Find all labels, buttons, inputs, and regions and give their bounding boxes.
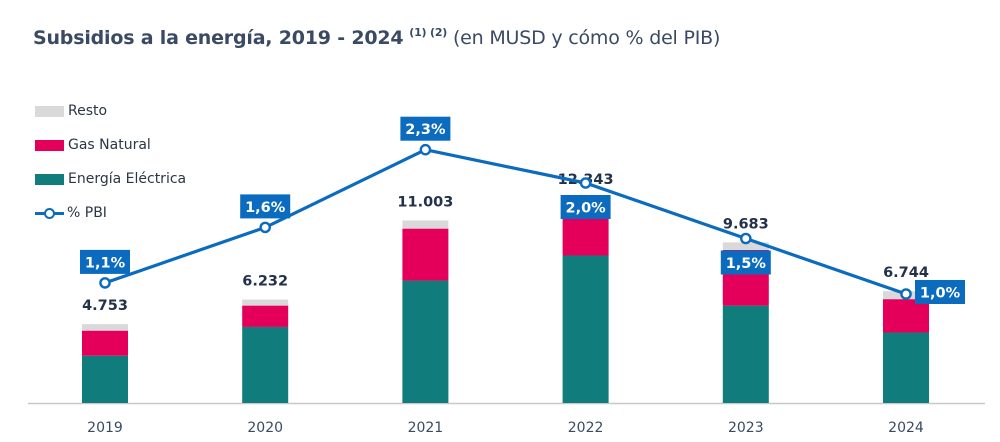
bar-electrica-2019 bbox=[82, 355, 128, 403]
legend-item-electrica: Energía Eléctrica bbox=[35, 162, 186, 196]
bar-resto-2019 bbox=[82, 324, 128, 331]
total-label-2020: 6.232 bbox=[242, 274, 288, 290]
pbi-point-2022 bbox=[579, 177, 592, 189]
pbi-label-2019: 1,1% bbox=[85, 255, 126, 271]
bar-electrica-2021 bbox=[402, 280, 449, 403]
total-label-2023: 9.683 bbox=[723, 216, 769, 232]
bar-gas-2021 bbox=[402, 228, 449, 281]
chart-subtitle: (en MUSD y cómo % del PIB) bbox=[452, 27, 721, 49]
pbi-label-box-2020 bbox=[240, 194, 291, 219]
bar-resto-2021 bbox=[402, 220, 449, 229]
legend-swatch-resto bbox=[35, 105, 64, 117]
pbi-point-2019 bbox=[99, 277, 111, 289]
pbi-point-2023 bbox=[740, 232, 752, 245]
pbi-point-2021 bbox=[419, 143, 432, 156]
chart-title-notes: (1) (2) bbox=[409, 26, 448, 39]
bar-resto-2023 bbox=[722, 242, 769, 250]
x-tick-label-2023: 2023 bbox=[728, 420, 764, 436]
bar-gas-2020 bbox=[242, 305, 289, 327]
pbi-label-2020: 1,6% bbox=[245, 200, 286, 216]
pbi-label-box-2022 bbox=[560, 195, 611, 219]
total-label-2019: 4.753 bbox=[82, 298, 128, 314]
pbi-line bbox=[104, 148, 907, 296]
legend-swatch-gas bbox=[35, 139, 64, 151]
x-tick-label-2021: 2021 bbox=[408, 420, 444, 436]
bar-resto-2020 bbox=[242, 299, 289, 306]
pbi-label-2023: 1,5% bbox=[726, 256, 767, 272]
legend-label-electrica: Energía Eléctrica bbox=[68, 171, 187, 187]
total-label-2024: 6.744 bbox=[883, 265, 929, 281]
pbi-label-2022: 2,0% bbox=[565, 201, 606, 217]
pbi-label-box-2024 bbox=[915, 280, 965, 304]
legend-label-resto: Resto bbox=[68, 103, 108, 119]
total-label-2021: 11.003 bbox=[397, 194, 453, 210]
legend-line-marker-icon bbox=[35, 206, 64, 220]
bar-electrica-2020 bbox=[242, 326, 289, 403]
pbi-point-2024 bbox=[900, 288, 912, 300]
pbi-label-box-2023 bbox=[720, 250, 771, 275]
legend-label-gas: Gas Natural bbox=[68, 137, 151, 153]
legend-item-gas: Gas Natural bbox=[35, 128, 186, 162]
chart-title-main: Subsidios a la energía, 2019 - 2024 bbox=[33, 27, 404, 49]
x-tick-label-2024: 2024 bbox=[888, 420, 924, 436]
x-tick-label-2020: 2020 bbox=[247, 420, 283, 436]
legend-item-resto: Resto bbox=[35, 94, 186, 128]
bar-gas-2019 bbox=[82, 330, 128, 356]
bar-electrica-2023 bbox=[722, 305, 769, 403]
legend-item-pbi: % PBI bbox=[35, 196, 186, 230]
legend-swatch-electrica bbox=[35, 173, 64, 185]
legend-label-pbi: % PBI bbox=[67, 205, 107, 221]
legend: Resto Gas Natural Energía Eléctrica % PB… bbox=[35, 94, 186, 230]
bar-gas-2024 bbox=[883, 299, 929, 333]
pbi-label-2021: 2,3% bbox=[405, 122, 446, 138]
bar-electrica-2022 bbox=[562, 255, 609, 403]
chart-title: Subsidios a la energía, 2019 - 2024 (1) … bbox=[33, 26, 720, 49]
pbi-point-2020 bbox=[259, 221, 272, 234]
pbi-label-2024: 1,0% bbox=[920, 286, 961, 302]
x-tick-label-2022: 2022 bbox=[568, 420, 604, 436]
bar-electrica-2024 bbox=[883, 332, 929, 403]
x-tick-label-2019: 2019 bbox=[87, 420, 123, 436]
pbi-label-box-2019 bbox=[80, 249, 130, 274]
pbi-label-box-2021 bbox=[400, 116, 451, 141]
